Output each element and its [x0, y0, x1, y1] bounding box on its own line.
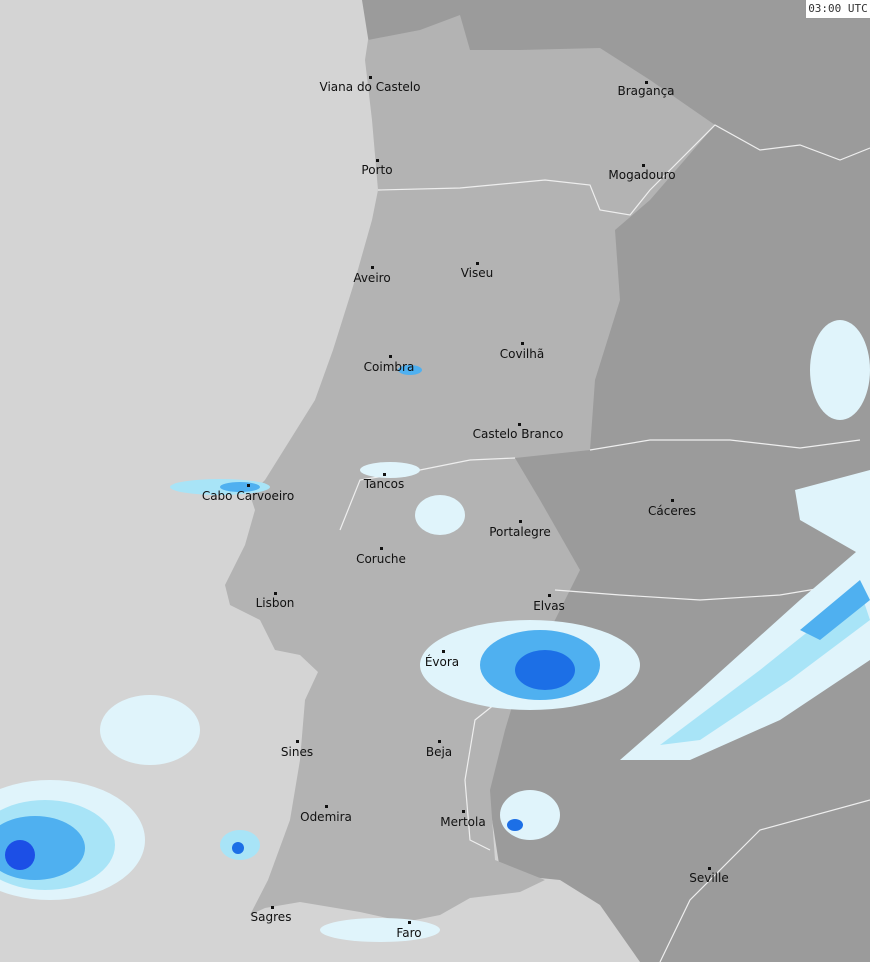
city-label: Odemira	[300, 810, 352, 824]
city-dot	[518, 423, 521, 426]
city-dot	[271, 906, 274, 909]
city-label: Bragança	[617, 84, 675, 98]
city-dot	[408, 921, 411, 924]
city-label: Castelo Branco	[472, 427, 564, 441]
city-label: Cabo Carvoeiro	[201, 489, 295, 503]
city-label: Porto	[361, 163, 393, 177]
city-label: Seville	[689, 871, 729, 885]
city-label: Évora	[424, 655, 460, 669]
city-label: Viana do Castelo	[319, 80, 421, 94]
city-label: Faro	[396, 926, 422, 940]
city-label: Portalegre	[489, 525, 551, 539]
city-dot	[642, 164, 645, 167]
city-label: Mogadouro	[608, 168, 676, 182]
city-dot	[389, 355, 392, 358]
city-label: Coruche	[356, 552, 406, 566]
city-dot	[708, 867, 711, 870]
city-label: Cáceres	[647, 504, 697, 518]
city-dot	[438, 740, 441, 743]
timestamp-label: 03:00 UTC	[805, 0, 870, 19]
city-label: Beja	[425, 745, 453, 759]
portugal-land	[225, 15, 715, 922]
city-dot	[462, 810, 465, 813]
city-dot	[548, 594, 551, 597]
city-label: Lisbon	[255, 596, 295, 610]
city-dot	[476, 262, 479, 265]
city-label: Mertola	[440, 815, 486, 829]
city-dot	[671, 499, 674, 502]
city-dot	[274, 592, 277, 595]
city-dot	[383, 473, 386, 476]
city-dot	[521, 342, 524, 345]
city-label: Coimbra	[363, 360, 415, 374]
city-dot	[442, 650, 445, 653]
city-dot	[376, 159, 379, 162]
city-dot	[645, 81, 648, 84]
city-dot	[247, 484, 250, 487]
city-label: Sines	[280, 745, 314, 759]
city-label: Aveiro	[353, 271, 391, 285]
city-dot	[380, 547, 383, 550]
city-dot	[371, 266, 374, 269]
radar-echoes	[0, 320, 870, 942]
city-label: Tancos	[363, 477, 405, 491]
city-label: Elvas	[533, 599, 565, 613]
city-dot	[296, 740, 299, 743]
city-label: Covilhã	[499, 347, 545, 361]
city-label: Sagres	[250, 910, 292, 924]
city-dot	[519, 520, 522, 523]
city-label: Viseu	[460, 266, 494, 280]
city-dot	[369, 76, 372, 79]
city-dot	[325, 805, 328, 808]
